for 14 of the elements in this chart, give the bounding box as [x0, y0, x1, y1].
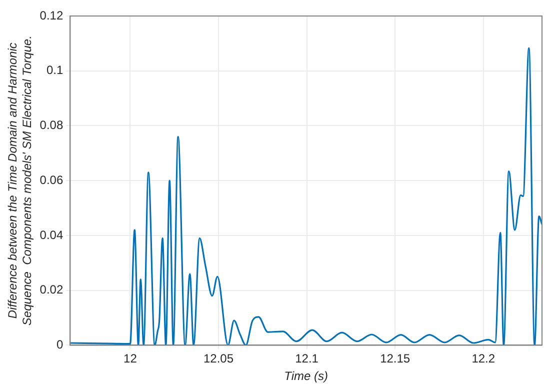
x-tick-label: 12.1 [295, 352, 319, 366]
y-tick-label: 0.12 [40, 8, 64, 22]
y-tick-label: 0.08 [40, 118, 64, 132]
x-tick-label: 12.15 [380, 352, 410, 366]
y-tick-label: 0.04 [40, 228, 64, 242]
x-tick-label: 12.05 [203, 352, 234, 366]
x-tick-label: 12.2 [472, 352, 496, 366]
x-axis-title: Time (s) [284, 369, 328, 384]
y-tick-label: 0.06 [40, 172, 64, 187]
x-tick-label: 12 [124, 352, 138, 366]
y-tick-label: 0.1 [46, 63, 64, 78]
y-tick-label: 0 [56, 338, 64, 352]
y-axis-title: Difference between the Time Domain and Harmonic Sequence Components models' SM Electrical Torque. [6, 36, 34, 326]
y-tick-label: 0.02 [40, 282, 64, 297]
